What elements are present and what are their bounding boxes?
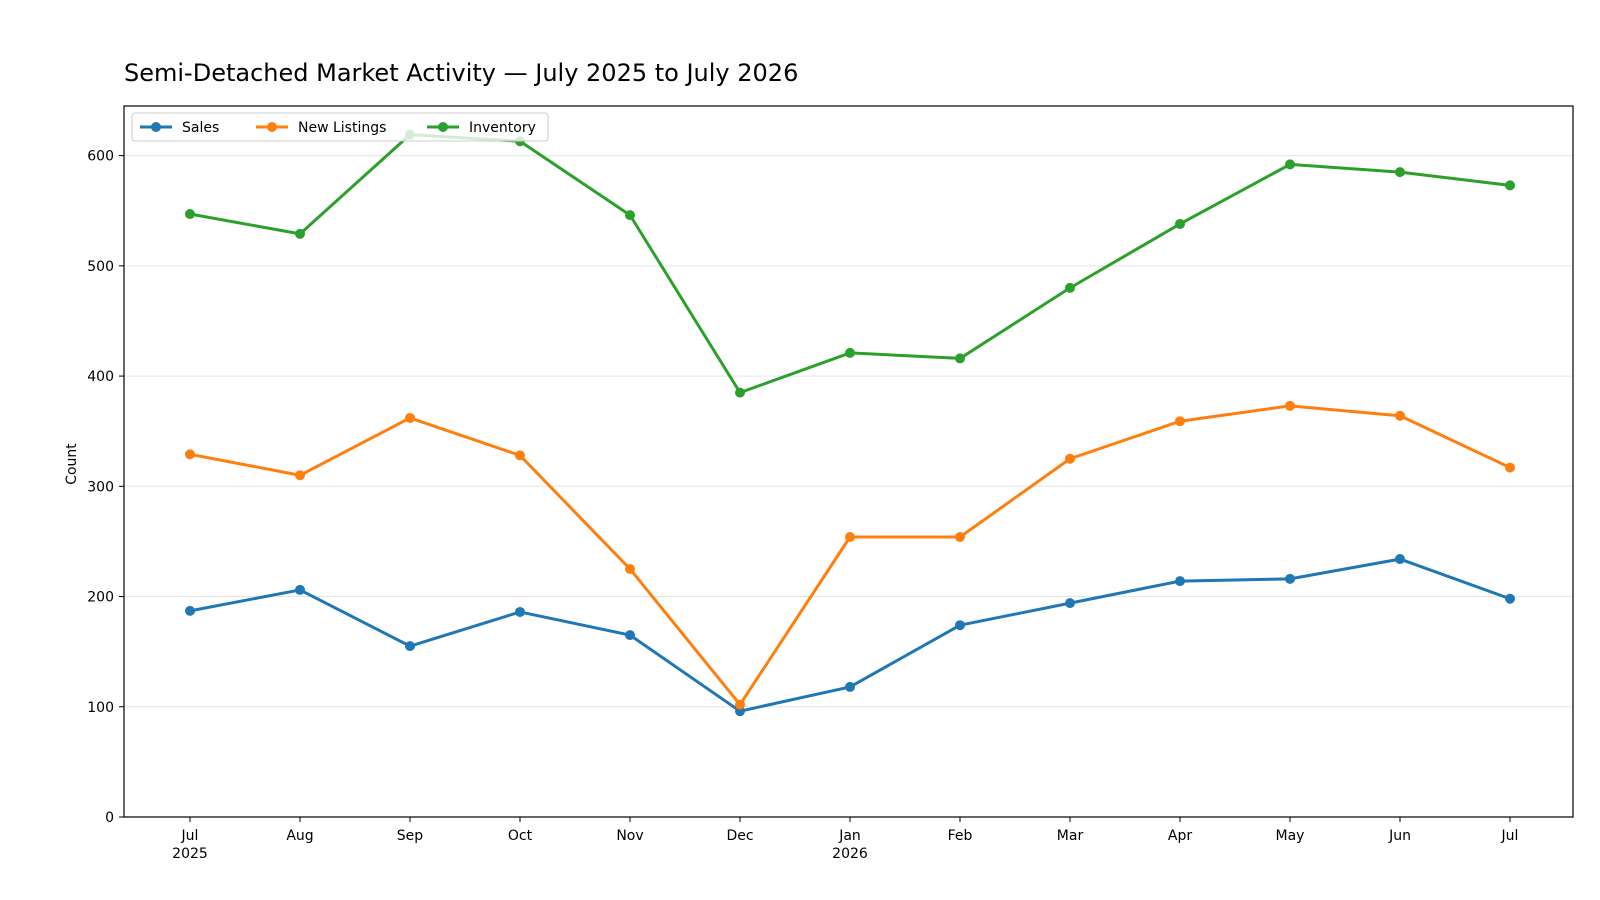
data-point xyxy=(625,630,635,641)
data-point xyxy=(1285,573,1295,584)
data-point xyxy=(295,470,305,481)
gridlines xyxy=(124,155,1573,708)
data-point xyxy=(625,563,635,574)
legend-marker xyxy=(438,122,448,132)
data-point xyxy=(1285,400,1295,411)
data-point xyxy=(1285,159,1295,170)
x-year-label: 2026 xyxy=(832,846,868,862)
data-point xyxy=(955,532,965,543)
series-new-listings xyxy=(185,400,1515,710)
series-layer xyxy=(185,129,1515,717)
y-axis-label: Count xyxy=(64,443,80,485)
data-point xyxy=(1395,167,1405,178)
x-tick-label: Jun xyxy=(1388,828,1411,844)
data-point xyxy=(1395,554,1405,565)
x-tick-label: Dec xyxy=(726,828,753,844)
data-point xyxy=(1505,593,1515,604)
x-tick-label: Nov xyxy=(616,828,643,844)
data-point xyxy=(955,353,965,364)
data-point xyxy=(185,209,195,220)
legend-label: New Listings xyxy=(298,120,386,136)
legend-label: Inventory xyxy=(469,120,536,136)
axes: 0 100 200 300 400 500 600 Jul Aug Sep Oct Nov Dec Jan… xyxy=(87,149,1518,862)
data-point xyxy=(1065,598,1075,609)
x-tick-label: Feb xyxy=(948,828,973,844)
series-sales xyxy=(185,554,1515,717)
series-inventory xyxy=(185,129,1515,398)
data-point xyxy=(1065,453,1075,464)
data-point xyxy=(735,699,745,710)
data-point xyxy=(515,606,525,617)
data-point xyxy=(1175,218,1185,229)
data-point xyxy=(1175,576,1185,587)
data-point xyxy=(295,228,305,239)
legend-marker xyxy=(267,122,277,132)
plot-frame xyxy=(123,105,1574,818)
x-tick-label: Jul xyxy=(181,828,199,844)
legend: Sales New Listings Inventory xyxy=(131,112,549,142)
data-point xyxy=(1175,416,1185,427)
data-point xyxy=(185,449,195,460)
data-point xyxy=(515,450,525,461)
x-tick-label: Aug xyxy=(286,828,313,844)
legend-label: Sales xyxy=(182,120,219,136)
y-tick-label: 100 xyxy=(87,700,114,716)
y-tick-label: 200 xyxy=(87,590,114,606)
data-point xyxy=(625,210,635,221)
x-tick-label: May xyxy=(1276,828,1305,844)
data-point xyxy=(405,641,415,652)
x-tick-label: Sep xyxy=(397,828,424,844)
data-point xyxy=(185,605,195,616)
data-point xyxy=(1065,282,1075,293)
x-year-label: 2025 xyxy=(172,846,208,862)
x-tick-label: Oct xyxy=(508,828,533,844)
data-point xyxy=(295,584,305,595)
y-tick-label: 500 xyxy=(87,259,114,275)
y-tick-label: 0 xyxy=(105,810,114,826)
data-point xyxy=(845,681,855,692)
x-tick-label: Jul xyxy=(1501,828,1519,844)
x-tick-label: Jan xyxy=(838,828,861,844)
data-point xyxy=(1395,410,1405,421)
legend-box xyxy=(131,112,549,142)
x-tick-label: Apr xyxy=(1168,828,1192,844)
chart-title: Semi-Detached Market Activity — July 202… xyxy=(124,59,798,87)
data-point xyxy=(845,347,855,358)
y-tick-label: 300 xyxy=(87,479,114,495)
data-point xyxy=(1505,462,1515,473)
data-point xyxy=(955,620,965,631)
data-point xyxy=(405,412,415,423)
x-tick-label: Mar xyxy=(1057,828,1084,844)
y-tick-label: 400 xyxy=(87,369,114,385)
y-tick-label: 600 xyxy=(87,149,114,165)
data-point xyxy=(735,387,745,398)
series-line xyxy=(189,404,1511,707)
legend-marker xyxy=(151,122,161,132)
data-point xyxy=(1505,180,1515,191)
data-point xyxy=(845,532,855,543)
